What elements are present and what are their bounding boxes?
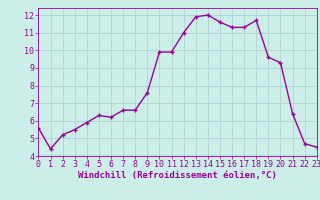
X-axis label: Windchill (Refroidissement éolien,°C): Windchill (Refroidissement éolien,°C) (78, 171, 277, 180)
